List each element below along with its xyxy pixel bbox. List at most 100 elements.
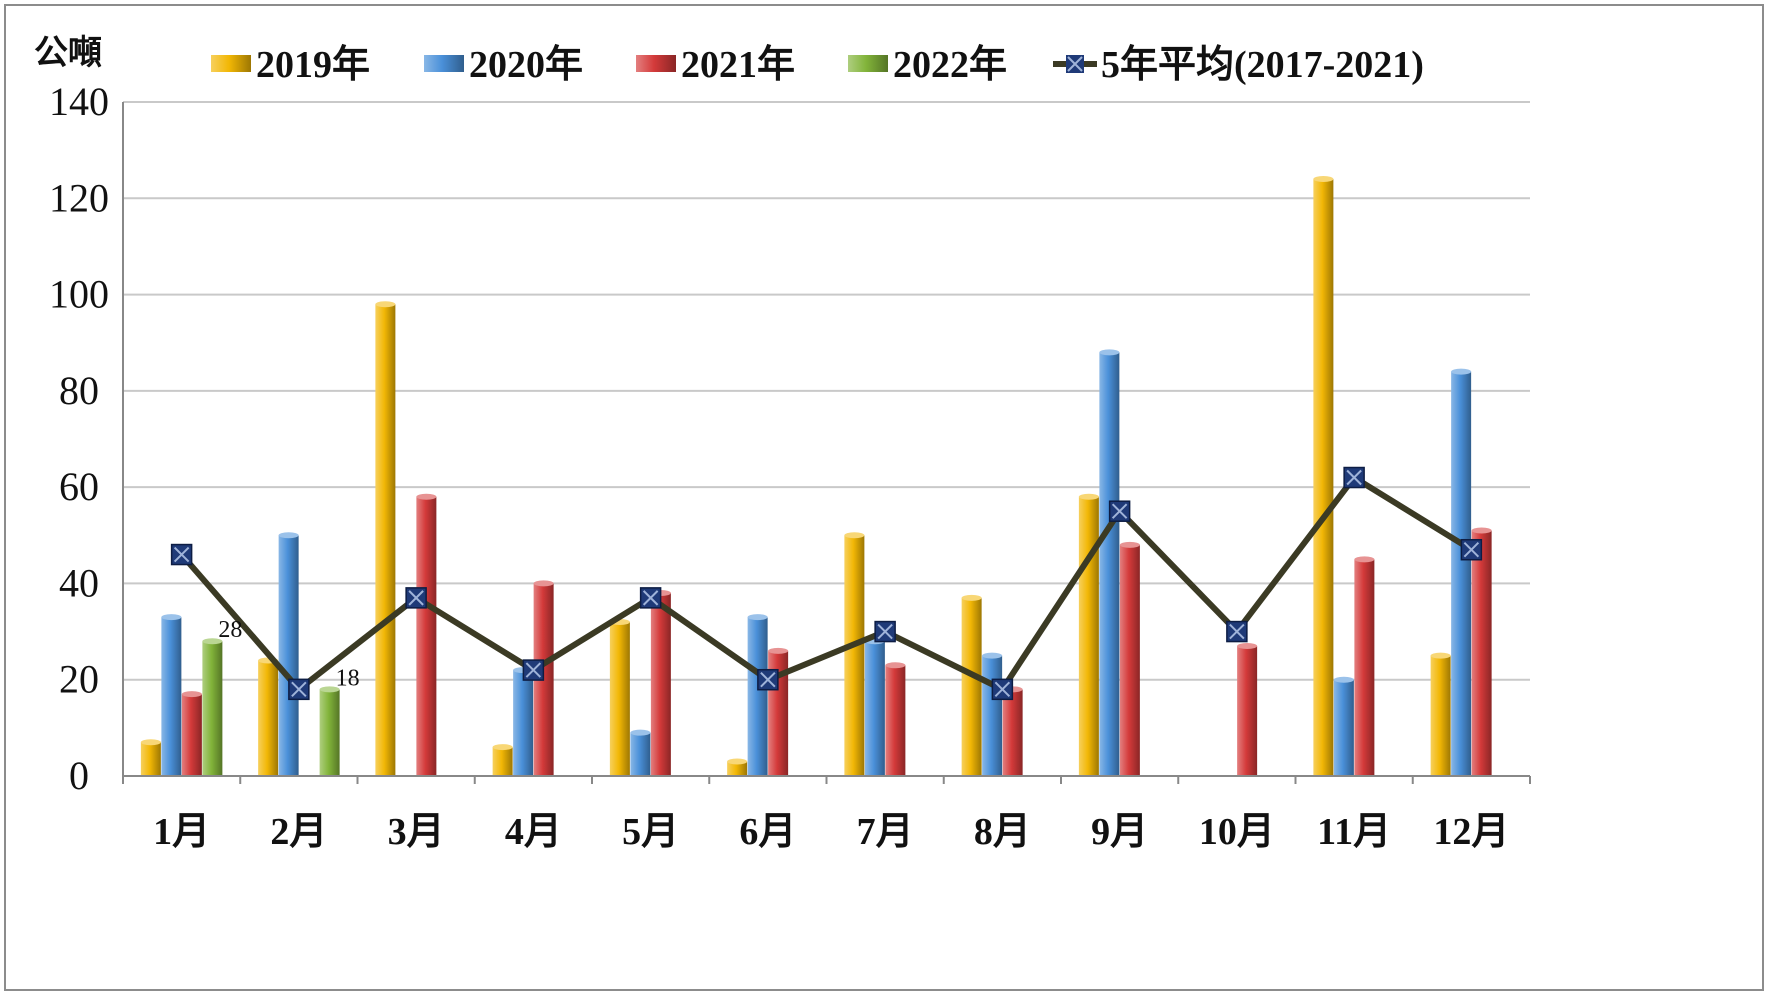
average-marker-x xyxy=(642,590,659,606)
bar-top xyxy=(1451,368,1472,375)
data-labels: 28 18 xyxy=(218,617,359,691)
bar xyxy=(1313,179,1334,776)
bar xyxy=(630,732,651,776)
average-marker-x xyxy=(408,590,424,606)
bar xyxy=(1333,679,1354,776)
bar xyxy=(1430,655,1451,776)
bar xyxy=(1471,530,1492,776)
bar-top xyxy=(533,580,554,587)
x-tick-label: 6月 xyxy=(739,811,796,853)
average-line xyxy=(170,466,1483,701)
y-tick-label: 60 xyxy=(59,464,99,509)
bar-top xyxy=(140,739,161,746)
grid-lines xyxy=(123,101,1530,777)
bar xyxy=(1237,646,1258,776)
bar-top xyxy=(375,301,396,308)
y-tick-label: 120 xyxy=(49,175,109,220)
x-tick-label: 2月 xyxy=(270,811,327,853)
legend-label: 2021年 xyxy=(681,44,795,86)
bar-top xyxy=(416,493,437,500)
unit-label: 公噸 xyxy=(34,34,102,72)
average-marker-x xyxy=(877,623,893,640)
average-marker-x xyxy=(1111,503,1128,519)
bar xyxy=(727,761,748,776)
x-tick-label: 5月 xyxy=(622,811,679,853)
average-marker-x xyxy=(291,681,307,698)
chart-frame: 0 20 40 60 80 100 120 140 1月 2月 3月 4月 5月 6月 7月 8月 9月 10月 1… xyxy=(4,4,1764,991)
y-tick-label: 0 xyxy=(69,753,89,798)
bar xyxy=(1002,689,1023,776)
bar-top xyxy=(161,614,182,621)
bar-top xyxy=(885,662,906,669)
bar-top xyxy=(630,729,651,736)
average-line-path xyxy=(179,473,1473,694)
average-marker-x xyxy=(1346,469,1362,486)
bar-top xyxy=(202,638,223,645)
bar xyxy=(1078,496,1099,776)
legend-label: 2020年 xyxy=(469,44,583,86)
x-tick-label: 7月 xyxy=(857,811,914,853)
bar xyxy=(513,670,534,776)
x-tick-label: 4月 xyxy=(505,811,562,853)
bar-top xyxy=(982,652,1003,659)
bar xyxy=(1354,559,1375,776)
y-tick-label: 40 xyxy=(59,560,99,605)
bar-top xyxy=(1430,652,1451,659)
legend-swatch xyxy=(848,55,888,72)
legend-marker-x xyxy=(1067,56,1083,72)
bar-top xyxy=(278,532,299,539)
bar xyxy=(1099,352,1120,776)
average-marker-x xyxy=(1229,623,1245,640)
bar xyxy=(1119,544,1140,776)
bar xyxy=(747,617,768,776)
bar xyxy=(885,665,906,776)
data-label: 18 xyxy=(336,665,360,691)
y-tick-label: 100 xyxy=(49,272,109,317)
bar-top xyxy=(319,686,340,693)
x-tick-label: 3月 xyxy=(388,811,445,853)
bar-top xyxy=(1078,493,1099,500)
legend-label: 2019年 xyxy=(256,44,370,86)
bar-top xyxy=(961,594,982,601)
bar-top xyxy=(1333,676,1354,683)
bar xyxy=(961,597,982,776)
bars xyxy=(140,176,1492,776)
bar xyxy=(161,617,182,776)
average-marker-x xyxy=(173,546,190,563)
bar xyxy=(375,304,396,776)
bar xyxy=(202,641,223,776)
x-tick-label: 12月 xyxy=(1433,811,1509,853)
data-label: 28 xyxy=(218,617,242,643)
y-tick-label: 140 xyxy=(49,79,109,124)
axes: 0 20 40 60 80 100 120 140 1月 2月 3月 4月 5月 6月 7月 8月 9月 10月 1… xyxy=(49,79,1531,853)
legend-label: 2022年 xyxy=(893,44,1007,86)
bar-top xyxy=(1354,556,1375,563)
bar-top xyxy=(492,744,513,751)
bar xyxy=(278,535,299,776)
bar-top xyxy=(727,758,748,765)
bar-top xyxy=(768,647,789,654)
bar-top xyxy=(747,614,768,621)
legend-swatch xyxy=(211,55,251,72)
bar-top xyxy=(181,691,202,698)
bar xyxy=(844,535,865,776)
x-tick-label: 10月 xyxy=(1199,811,1275,853)
average-marker-x xyxy=(760,672,776,688)
legend-label: 5年平均(2017-2021) xyxy=(1101,44,1424,86)
average-marker-x xyxy=(1463,542,1480,558)
average-marker-x xyxy=(994,681,1011,698)
bar xyxy=(181,694,202,776)
y-tick-label: 20 xyxy=(59,657,99,702)
bar xyxy=(982,655,1003,776)
legend-swatch xyxy=(424,55,464,72)
bar-top xyxy=(1237,643,1258,650)
x-tick-label: 11月 xyxy=(1317,811,1391,853)
bar xyxy=(258,660,279,776)
bar xyxy=(1451,371,1472,776)
bar xyxy=(650,593,671,776)
bar-top xyxy=(1313,176,1334,183)
bar xyxy=(319,689,340,776)
bar xyxy=(492,747,513,776)
x-tick-label: 8月 xyxy=(974,811,1031,853)
bar xyxy=(864,641,885,776)
